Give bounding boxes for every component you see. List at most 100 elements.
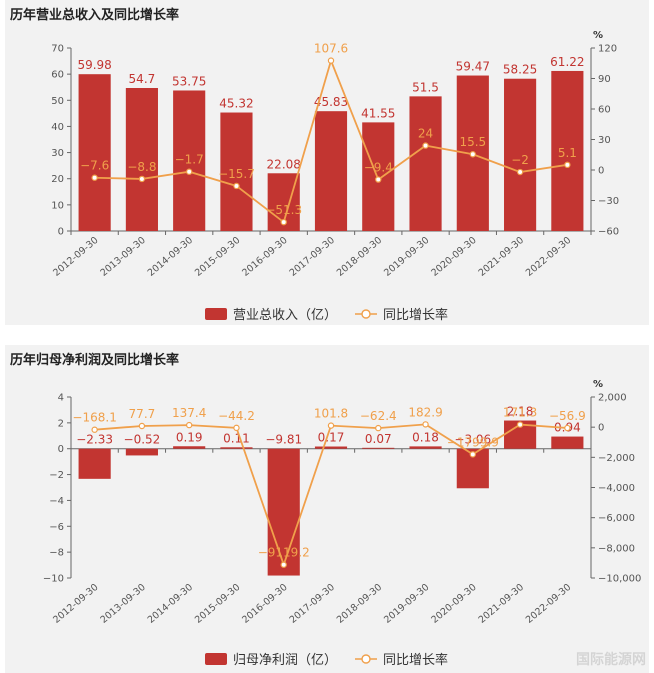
y-tick-label-right: 0 <box>598 423 604 434</box>
line-point <box>233 424 240 432</box>
x-tick-label: 2012-09-30 <box>51 582 100 626</box>
legend-bar-swatch <box>205 653 227 665</box>
bar <box>551 436 584 449</box>
y-tick-label-left: 40 <box>51 122 64 133</box>
bar-data-label: 41.55 <box>361 106 395 120</box>
y-tick-label-right: −30 <box>598 196 619 207</box>
y-tick-label-right: −4,000 <box>598 483 635 494</box>
line-data-label: 24 <box>418 127 433 141</box>
line-point <box>280 218 287 226</box>
legend-line-marker <box>361 309 371 319</box>
y-tick-label-left: −8 <box>49 548 64 559</box>
bar-data-label: 2.18 <box>507 405 534 419</box>
legend-bar-label: 归母净利润（亿） <box>233 653 337 668</box>
bar <box>173 90 206 231</box>
y-tick-label-left: 70 <box>51 44 64 55</box>
x-tick-label: 2016-09-30 <box>240 235 289 279</box>
line-point <box>375 424 382 432</box>
legend-bar-swatch <box>205 308 227 320</box>
y-tick-label-left: −2 <box>49 470 64 481</box>
bar-data-label: 0.19 <box>176 430 203 444</box>
legend-line-marker <box>361 654 371 664</box>
legend-line-label: 同比增长率 <box>383 652 448 668</box>
y-tick-label-left: 0 <box>58 444 64 455</box>
y-tick-label-right: 60 <box>598 105 611 116</box>
x-tick-label: 2012-09-30 <box>51 235 100 279</box>
y-tick-label-right: −2,000 <box>598 453 635 464</box>
line-point <box>185 168 193 175</box>
line-point <box>91 174 98 181</box>
bar-data-label: 0.18 <box>412 430 439 444</box>
line-point <box>233 182 240 190</box>
profit-chart-panel: 历年归母净利润及同比增长率 −10 −8 −6 −4 −2 0 2 4 −10,000 −8,00… <box>5 345 649 673</box>
bar <box>220 447 253 449</box>
bar <box>125 87 158 232</box>
x-tick-label: 2018-09-30 <box>335 235 384 279</box>
line-point <box>138 422 146 430</box>
line-data-label: −8.8 <box>127 160 156 174</box>
line-data-label: −9119.2 <box>258 546 310 560</box>
bar <box>173 446 206 449</box>
line-data-label: −51.3 <box>265 203 302 217</box>
line-point <box>138 175 146 183</box>
line-data-label: −1.7 <box>175 153 204 167</box>
y-tick-label-left: 0 <box>58 227 64 238</box>
y-tick-label-left: 20 <box>51 174 64 185</box>
y-tick-label-left: 30 <box>51 148 64 159</box>
bar-data-label: 59.98 <box>77 58 111 72</box>
line-point <box>516 421 524 428</box>
bar <box>314 446 348 449</box>
y-tick-label-right: −60 <box>598 227 619 238</box>
x-tick-label: 2014-09-30 <box>146 582 195 626</box>
x-tick-label: 2021-09-30 <box>477 235 526 279</box>
line-data-label: 107.6 <box>314 42 348 56</box>
watermark-logo: 国际能源网 <box>576 652 646 668</box>
x-tick-label: 2020-09-30 <box>429 582 478 626</box>
bar-data-label: 45.32 <box>219 97 253 111</box>
y-tick-label-right: −10,000 <box>598 574 641 585</box>
bar-data-label: 61.22 <box>550 55 584 69</box>
x-tick-label: 2022-09-30 <box>524 235 573 279</box>
line-point <box>327 422 335 429</box>
y-tick-label-left: 50 <box>51 96 64 107</box>
bar-data-label: 0.17 <box>318 431 345 445</box>
bar <box>78 448 111 479</box>
line-point <box>375 176 382 183</box>
line-data-label: −15.7 <box>218 167 255 181</box>
y-tick-label-left: −4 <box>49 496 64 507</box>
x-tick-label: 2015-09-30 <box>193 582 242 626</box>
line-data-label: 77.7 <box>129 407 156 421</box>
legend-bar-label: 营业总收入（亿） <box>233 308 337 323</box>
right-axis-unit: % <box>593 30 603 41</box>
bar <box>267 448 300 576</box>
revenue-chart: 0 10 20 30 40 50 60 70 −60 −30 0 30 60 90 120% 2012-09-… <box>51 30 619 323</box>
x-tick-label: 2013-09-30 <box>98 582 147 626</box>
line-data-label: −7.6 <box>80 159 109 173</box>
bar-data-label: 0.07 <box>365 432 392 446</box>
y-tick-label-right: −8,000 <box>598 543 635 554</box>
chart-title: 历年营业总收入及同比增长率 <box>10 8 180 23</box>
line-data-label: 137.4 <box>172 406 206 420</box>
right-axis-unit: % <box>593 379 603 390</box>
bar-data-label: 58.25 <box>503 63 537 77</box>
line-point <box>469 451 477 458</box>
line-point <box>564 424 571 432</box>
line-point <box>469 151 477 158</box>
line-data-label: 171.3 <box>503 406 537 420</box>
line-data-label: 182.9 <box>408 405 442 419</box>
line-data-label: −2 <box>511 153 529 167</box>
y-tick-label-right: 30 <box>598 135 611 146</box>
y-tick-label-left: 2 <box>58 418 64 429</box>
y-tick-label-right: 0 <box>598 166 604 177</box>
line-data-label: 15.5 <box>459 135 486 149</box>
y-tick-label-left: −10 <box>43 574 64 585</box>
line-data-label: −9.4 <box>364 161 393 175</box>
line-point <box>516 168 524 176</box>
bar-data-label: −3.06 <box>454 433 491 447</box>
bar <box>409 96 442 231</box>
bar-data-label: −9.81 <box>265 433 302 447</box>
bar <box>78 74 111 231</box>
y-tick-label-right: −6,000 <box>598 513 635 524</box>
line-data-label: −168.1 <box>72 411 116 425</box>
bar-data-label: 54.7 <box>129 72 156 86</box>
